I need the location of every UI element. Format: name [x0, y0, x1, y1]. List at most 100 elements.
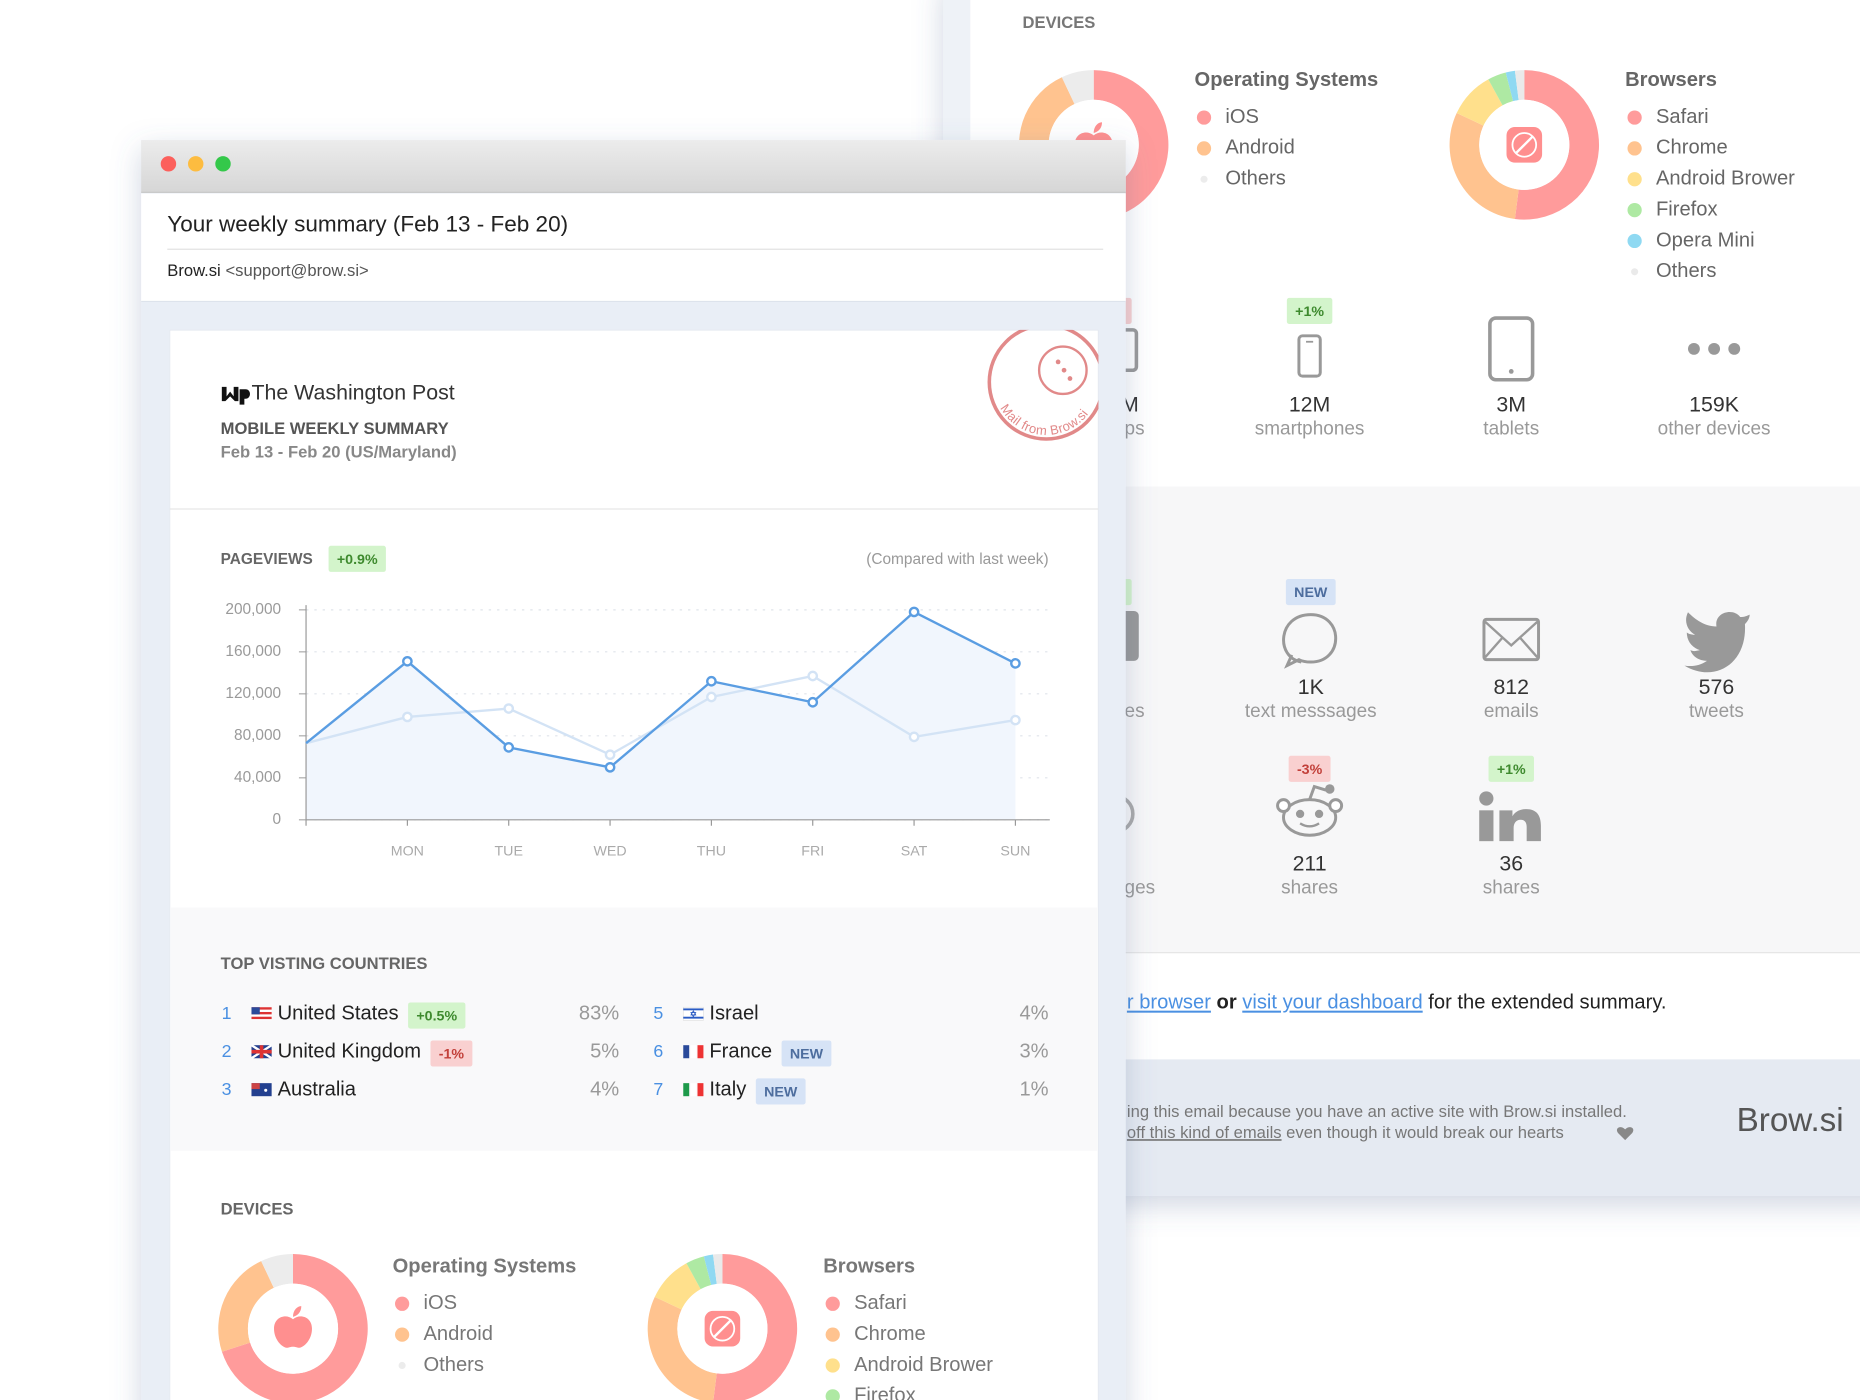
legend-label: Chrome — [1656, 137, 1728, 159]
rank: 5 — [653, 1003, 663, 1023]
linkedin-i — [1479, 810, 1494, 842]
country-name: Israel — [709, 1003, 758, 1025]
area — [306, 611, 1016, 820]
y-tick-label: 40,000 — [234, 769, 281, 786]
point — [706, 691, 717, 703]
dot-icon — [1687, 342, 1700, 355]
point — [706, 675, 717, 687]
badge-bg — [1286, 297, 1333, 324]
bubble-icon — [1282, 613, 1337, 669]
social-value: 36 — [1499, 852, 1523, 876]
window-button[interactable] — [160, 156, 177, 172]
legend-label: Opera Mini — [1656, 229, 1755, 251]
badge-label: +1% — [1295, 304, 1324, 320]
legend-label: Firefox — [854, 1385, 916, 1400]
link[interactable]: off this kind of emails — [1127, 1124, 1282, 1143]
reddit-ear — [1276, 798, 1291, 813]
rank: 2 — [222, 1041, 232, 1061]
link[interactable]: visit your dashboard — [1242, 992, 1422, 1014]
social-label: tweets — [1689, 701, 1744, 722]
donut-segment — [221, 1253, 368, 1400]
flag-stripe — [251, 1016, 272, 1020]
flag-star — [264, 1088, 268, 1092]
social-label: shares — [1281, 878, 1338, 899]
legend-dot — [1627, 202, 1642, 218]
badge-bg — [1288, 755, 1331, 782]
x-tick-label: FRI — [801, 844, 824, 860]
window-button[interactable] — [188, 156, 204, 172]
sender-name: Brow.si — [167, 261, 220, 280]
section-title: DEVICES — [221, 1199, 294, 1218]
donut-segment — [1061, 70, 1094, 105]
country-share: 3% — [1019, 1041, 1048, 1063]
dot-icon — [1708, 342, 1721, 355]
x-tick-label: SAT — [901, 844, 928, 860]
section-title: TOP VISTING COUNTRIES — [221, 954, 428, 973]
safari-needle — [1515, 135, 1534, 154]
linkedin-dot — [1479, 791, 1494, 806]
front-window: Your weekly summary (Feb 13 - Feb 20) Bro… — [141, 140, 1126, 1400]
phone-icon — [1297, 334, 1322, 378]
donut-segment — [1514, 70, 1525, 101]
social-label: emails — [1484, 701, 1539, 722]
legend-dot — [395, 1296, 410, 1311]
subject: Your weekly summary (Feb 13 - Feb 20) — [167, 211, 568, 236]
sender-email: <support@brow.si> — [225, 261, 368, 280]
summary-title: MOBILE WEEKLY SUMMARY — [221, 419, 449, 438]
donut-segment — [1488, 72, 1514, 106]
legend-label: Android — [1225, 137, 1294, 159]
flag-band — [690, 1083, 697, 1097]
legend-label: Others — [1225, 168, 1286, 190]
title-bar — [141, 140, 1126, 193]
badge-bg — [755, 1078, 806, 1105]
legend-dot — [1200, 175, 1208, 183]
device-value: 159K — [1689, 392, 1739, 416]
reddit-eye — [1295, 809, 1305, 819]
summary-dates: Feb 13 - Feb 20 (US/Maryland) — [221, 443, 457, 462]
social-value: 1K — [1298, 675, 1324, 699]
section-title: DEVICES — [1023, 13, 1096, 32]
flag-stripe — [683, 1008, 704, 1011]
donut-segment — [713, 1253, 798, 1400]
y-tick-label: 200,000 — [225, 601, 281, 618]
badge-label: +0.9% — [337, 552, 378, 568]
publisher: The Washington Post — [251, 381, 454, 405]
rank: 1 — [222, 1003, 232, 1023]
safari-ring — [709, 1315, 736, 1342]
legend-label: Safari — [854, 1292, 907, 1314]
footer-text: off this kind of emails even though it w… — [1127, 1124, 1564, 1143]
social-value: 576 — [1699, 675, 1735, 699]
window-button[interactable] — [215, 156, 231, 172]
legend-label: Safari — [1656, 106, 1709, 128]
badge-label: +0.5% — [416, 1008, 457, 1024]
country-name: United Kingdom — [278, 1041, 421, 1063]
point — [402, 655, 413, 667]
link[interactable]: r browser — [1127, 992, 1211, 1014]
country-name: Australia — [278, 1079, 357, 1101]
rank: 3 — [222, 1079, 232, 1099]
safari-needle — [713, 1319, 732, 1338]
legend-dot — [825, 1389, 840, 1400]
mail-flap — [1484, 620, 1539, 659]
stamp-inner — [1037, 345, 1088, 396]
flag-canton — [251, 1083, 260, 1090]
heart-icon — [1616, 1127, 1634, 1141]
country-share: 4% — [590, 1079, 619, 1101]
legend-dot — [1196, 110, 1212, 125]
country-share: 1% — [1019, 1079, 1048, 1101]
rank: 7 — [653, 1079, 663, 1099]
point — [908, 606, 920, 618]
x-tick-label: THU — [697, 844, 726, 860]
reddit-antenna — [1308, 784, 1327, 801]
flag-stripe — [251, 1007, 272, 1010]
donut-segment — [1514, 70, 1600, 220]
x-tick-label: MON — [391, 844, 424, 860]
donut-segment — [686, 1256, 712, 1290]
cta-text: for the extended summary. — [1423, 992, 1667, 1014]
sender: Brow.si <support@brow.si> — [167, 261, 368, 280]
legend-dot — [395, 1327, 410, 1342]
y-tick-label: 120,000 — [225, 685, 281, 702]
badge-label: NEW — [790, 1046, 824, 1062]
logo: Brow.si — [1737, 1102, 1844, 1139]
point — [807, 670, 819, 682]
